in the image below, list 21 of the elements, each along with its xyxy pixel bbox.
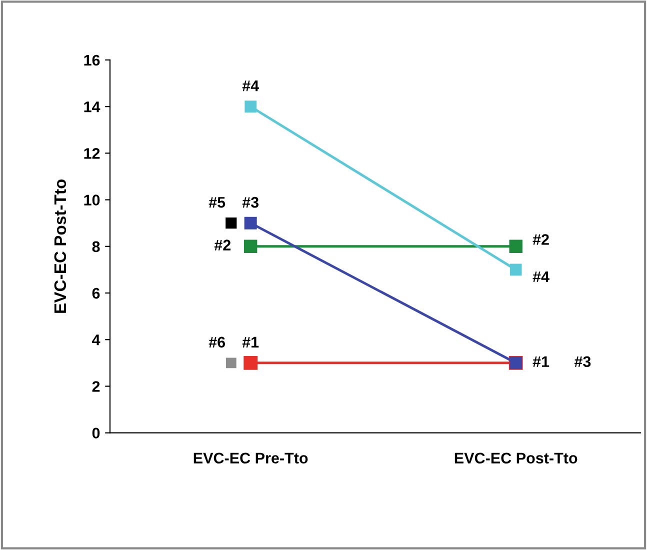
series-label: #1 bbox=[242, 336, 259, 348]
y-tick-label: 0 bbox=[92, 428, 100, 439]
y-tick-label: 6 bbox=[92, 288, 100, 299]
text: #3 bbox=[574, 356, 591, 368]
series-label: #6 bbox=[208, 336, 226, 348]
series-label: #3 bbox=[242, 196, 259, 208]
text: #4 bbox=[532, 271, 550, 282]
series-label: #4 bbox=[242, 80, 259, 92]
text: #2 bbox=[214, 240, 231, 250]
y-tick-label: 12 bbox=[84, 148, 100, 159]
y-tick-label: 4 bbox=[92, 334, 100, 346]
y-tick-label: 2 bbox=[92, 381, 100, 392]
x-tick-label: EVC-EC Pre-Tto bbox=[194, 452, 308, 464]
y-tick-label: 10 bbox=[84, 194, 100, 206]
series-label: #5 bbox=[208, 197, 226, 208]
y-tick-label: 16 bbox=[84, 54, 100, 66]
text: #1 bbox=[532, 356, 550, 367]
series-label: #2 bbox=[532, 234, 549, 245]
y-tick-label: 14 bbox=[84, 102, 100, 112]
y-axis-title: EVC-EC Post-Tto bbox=[54, 179, 66, 313]
y-tick-label: 8 bbox=[92, 241, 100, 252]
